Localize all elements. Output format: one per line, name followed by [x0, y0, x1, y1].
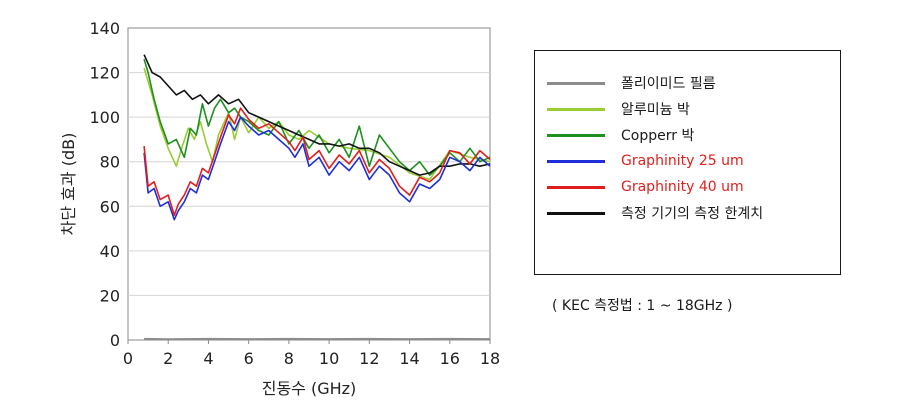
- y-tick-label: 0: [110, 331, 120, 350]
- x-tick-label: 6: [244, 349, 254, 368]
- y-tick-label: 80: [100, 153, 120, 172]
- y-axis-label: 차단 효과 (dB): [59, 133, 78, 236]
- series-layer: [143, 54, 491, 341]
- legend-swatch: [547, 211, 605, 215]
- legend-swatch: [547, 185, 605, 189]
- y-tick-label: 140: [89, 19, 120, 38]
- legend-item: 알루미늄 박: [547, 97, 690, 121]
- series-line-4: [143, 107, 491, 216]
- legend-item: Copperr 박: [547, 123, 694, 147]
- y-tick-label: 20: [100, 286, 120, 305]
- y-tick-label: 40: [100, 242, 120, 261]
- y-tick-label: 60: [100, 197, 120, 216]
- series-line-5: [143, 54, 491, 176]
- y-tick-label: 100: [89, 108, 120, 127]
- legend-label: Graphinity 40 um: [621, 179, 744, 195]
- legend-swatch: [547, 133, 605, 137]
- measurement-note: ( KEC 측정법 : 1 ~ 18GHz ): [552, 298, 733, 314]
- x-tick-labels: 0 2 4 6 8 10 12 14 16 18: [123, 340, 500, 368]
- legend-swatch: [547, 159, 605, 163]
- legend-label: 측정 기기의 측정 한계치: [621, 206, 764, 222]
- x-tick-label: 12: [359, 349, 379, 368]
- series-line-3: [143, 116, 491, 221]
- x-tick-label: 2: [163, 349, 173, 368]
- x-tick-label: 14: [399, 349, 419, 368]
- y-tick-label: 120: [89, 64, 120, 83]
- legend-label: 폴리이미드 필름: [621, 76, 716, 92]
- legend-swatch: [547, 107, 605, 111]
- legend-item: Graphinity 40 um: [547, 175, 744, 199]
- series-line-1: [143, 67, 491, 181]
- x-tick-label: 18: [480, 349, 500, 368]
- x-tick-label: 8: [284, 349, 294, 368]
- y-tick-labels: 0 20 40 60 80 100 120 140: [89, 19, 120, 350]
- legend-item: Graphinity 25 um: [547, 149, 744, 173]
- grid-lines: [128, 72, 490, 296]
- x-tick-label: 10: [319, 349, 339, 368]
- legend-label: 알루미늄 박: [621, 102, 690, 118]
- x-tick-label: 4: [203, 349, 213, 368]
- x-tick-label: 0: [123, 349, 133, 368]
- legend-label: Graphinity 25 um: [621, 153, 744, 169]
- legend-label: Copperr 박: [621, 128, 695, 144]
- plot-area: [127, 27, 491, 341]
- legend-item: 측정 기기의 측정 한계치: [547, 201, 763, 225]
- series-line-2: [143, 58, 491, 176]
- legend-swatch: [547, 81, 605, 85]
- legend-item: 폴리이미드 필름: [547, 71, 716, 95]
- x-tick-label: 16: [440, 349, 460, 368]
- x-axis-label: 진동수 (GHz): [262, 379, 357, 398]
